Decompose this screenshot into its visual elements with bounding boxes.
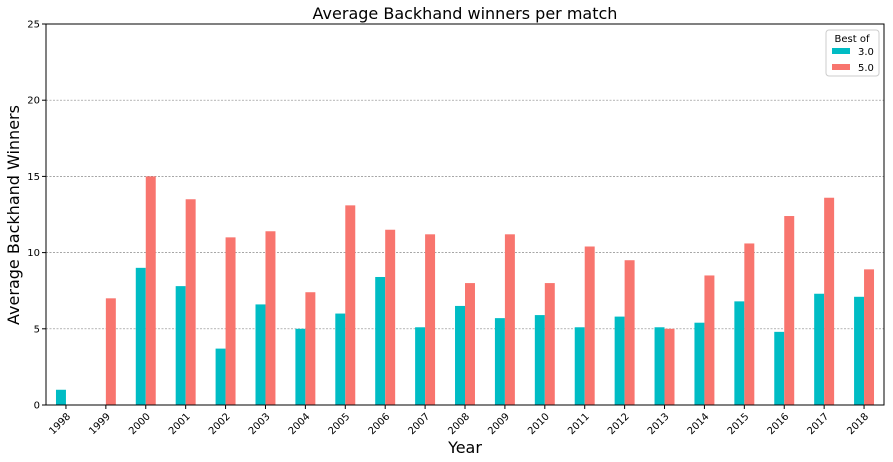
bar-series-1-2015 xyxy=(734,301,745,405)
bar-series-2-2001 xyxy=(185,199,196,405)
bar-series-1-2003 xyxy=(255,304,266,405)
bar-series-1-2009 xyxy=(494,318,505,405)
y-tick-label: 5 xyxy=(34,324,40,335)
legend-label-series-2: 5.0 xyxy=(858,63,874,74)
y-tick-label: 0 xyxy=(34,401,40,412)
x-tick-label: 2007 xyxy=(406,411,432,437)
y-tick-label: 20 xyxy=(27,96,40,107)
bar-series-2-2010 xyxy=(544,283,555,405)
bar-series-1-2001 xyxy=(175,286,186,405)
bar-series-1-2011 xyxy=(574,327,585,405)
y-axis-label: Average Backhand Winners xyxy=(4,105,23,325)
bar-series-2-2000 xyxy=(145,176,156,405)
bar-series-2-2012 xyxy=(624,260,635,405)
x-tick-label: 2015 xyxy=(726,411,752,437)
bar-series-2-2018 xyxy=(864,269,875,405)
bars-layer xyxy=(55,176,875,405)
x-tick-label: 2010 xyxy=(526,411,552,437)
bar-series-2-2007 xyxy=(425,234,436,405)
bar-series-1-2000 xyxy=(135,267,146,405)
bar-series-2-2017 xyxy=(824,197,835,405)
bar-series-2-2014 xyxy=(704,275,715,405)
x-tick-label: 2011 xyxy=(566,411,592,437)
x-tick-label: 2017 xyxy=(805,411,831,437)
x-tick-label: 2018 xyxy=(845,411,871,437)
bar-series-1-1998 xyxy=(55,389,66,405)
x-tick-label: 2002 xyxy=(207,411,233,437)
bar-series-2-2005 xyxy=(345,205,356,405)
bar-series-1-2004 xyxy=(295,328,306,405)
x-tick-label: 2004 xyxy=(287,411,313,437)
legend: Best of 3.0 5.0 xyxy=(825,29,880,77)
bar-series-2-2009 xyxy=(504,234,515,405)
bar-series-2-1999 xyxy=(105,298,116,405)
bar-series-2-2004 xyxy=(305,292,316,405)
x-tick-label: 2009 xyxy=(486,411,512,437)
bar-series-1-2014 xyxy=(694,322,705,405)
bar-series-2-2016 xyxy=(784,216,795,405)
x-tick-label: 2006 xyxy=(367,411,393,437)
legend-swatch-series-2 xyxy=(832,64,850,70)
bar-series-1-2017 xyxy=(814,293,825,405)
legend-title: Best of xyxy=(835,34,870,45)
x-tick-label: 2008 xyxy=(446,411,472,437)
y-tick-label: 10 xyxy=(27,248,40,259)
bar-series-2-2013 xyxy=(664,328,675,405)
x-tick-label: 2003 xyxy=(247,411,273,437)
legend-label-series-1: 3.0 xyxy=(858,47,874,58)
x-tick-label: 2005 xyxy=(327,411,353,437)
bar-series-1-2016 xyxy=(774,331,785,405)
x-tick-label: 2014 xyxy=(686,411,712,437)
bar-series-1-2002 xyxy=(215,348,226,405)
x-tick-label: 2001 xyxy=(167,411,193,437)
bar-series-1-2005 xyxy=(335,313,346,405)
x-tick-label: 2013 xyxy=(646,411,672,437)
y-tick-label: 15 xyxy=(27,172,40,183)
bar-series-1-2008 xyxy=(455,305,465,405)
x-axis-label: Year xyxy=(447,438,482,457)
bar-series-1-2007 xyxy=(415,327,426,405)
x-tick-label: 1998 xyxy=(47,411,73,437)
bar-series-2-2003 xyxy=(265,231,276,405)
x-tick-label: 2016 xyxy=(766,411,792,437)
bar-series-1-2006 xyxy=(375,276,386,405)
x-tick-label: 2012 xyxy=(606,411,632,437)
bar-series-1-2010 xyxy=(534,315,545,405)
bar-series-2-2002 xyxy=(225,237,236,405)
chart-title: Average Backhand winners per match xyxy=(313,4,618,23)
x-tick-label: 2000 xyxy=(127,411,153,437)
bar-series-1-2013 xyxy=(654,327,665,405)
bar-series-2-2008 xyxy=(465,283,475,405)
bar-series-2-2015 xyxy=(744,243,755,405)
legend-swatch-series-1 xyxy=(832,48,850,54)
bar-series-1-2012 xyxy=(614,316,625,405)
bar-series-2-2011 xyxy=(584,246,595,405)
x-tick-label: 1999 xyxy=(87,411,113,437)
bar-series-1-2018 xyxy=(854,296,865,405)
y-tick-label: 25 xyxy=(27,20,40,31)
bar-series-2-2006 xyxy=(385,229,396,405)
